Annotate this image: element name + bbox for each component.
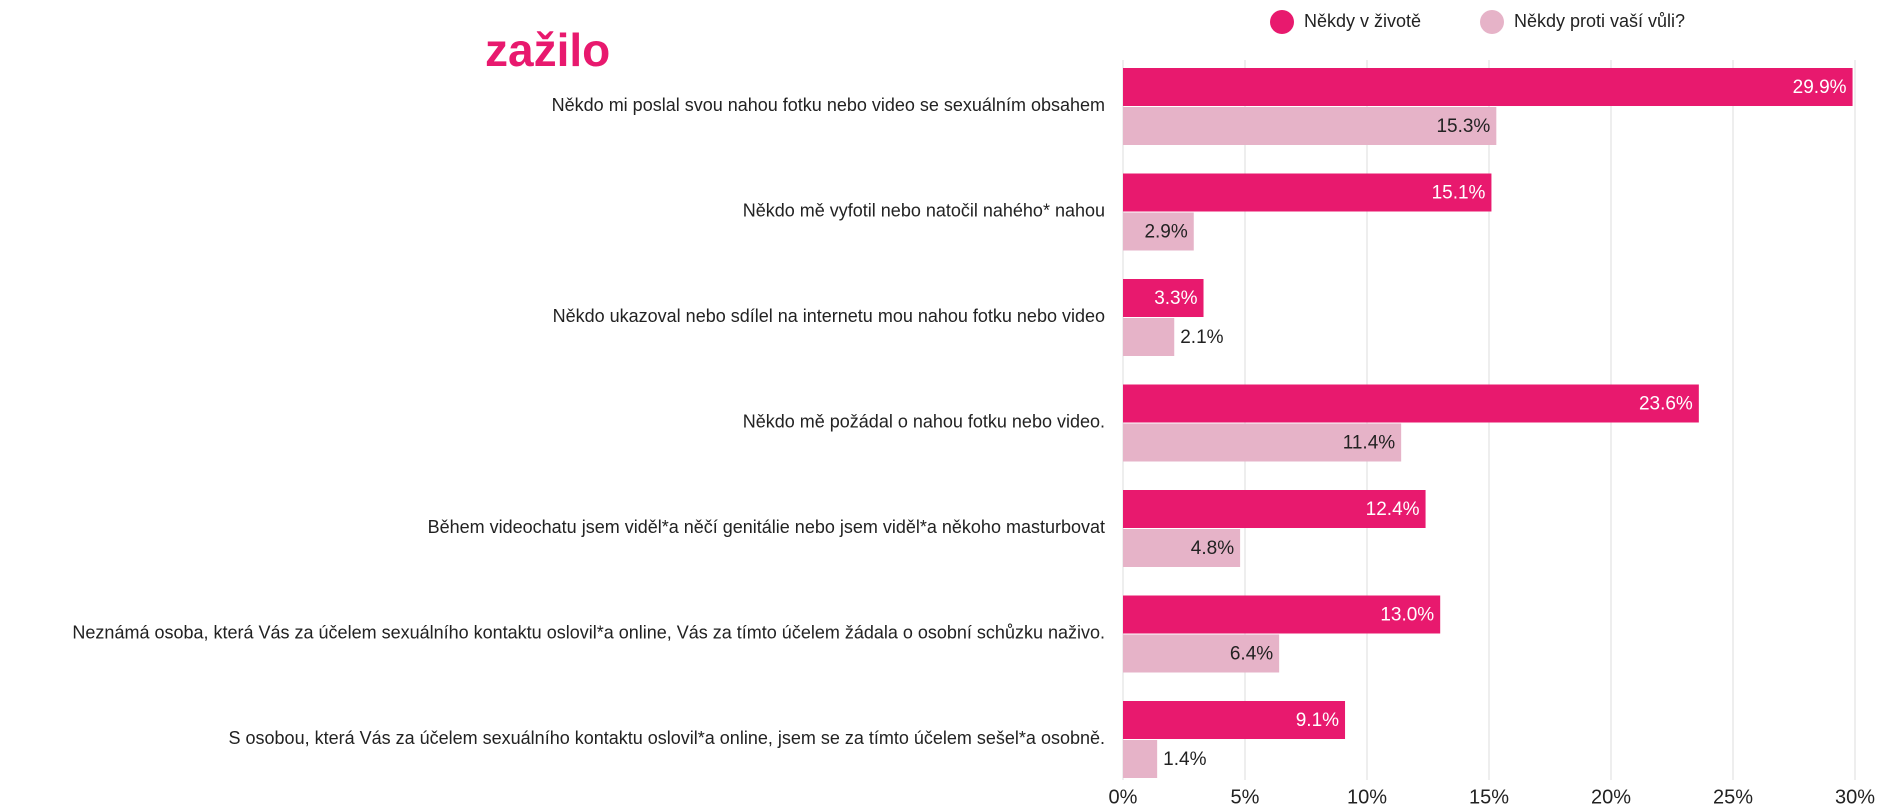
value-label: 12.4%: [1366, 499, 1420, 520]
bar: [1123, 68, 1853, 106]
x-tick-label: 30%: [1835, 786, 1875, 808]
bar: [1123, 173, 1492, 212]
x-tick-label: 20%: [1591, 786, 1631, 808]
value-label: 3.3%: [1154, 288, 1197, 309]
value-label: 1.4%: [1163, 749, 1206, 770]
value-label: 2.1%: [1180, 327, 1223, 348]
value-label: 29.9%: [1793, 77, 1847, 98]
value-label: 4.8%: [1191, 538, 1234, 559]
bar: [1123, 701, 1346, 739]
bar: [1123, 529, 1241, 567]
value-label: 9.1%: [1296, 710, 1339, 731]
category-label: Někdo ukazoval nebo sdílel na internetu …: [553, 306, 1105, 326]
bar: [1123, 107, 1497, 145]
x-tick-label: 10%: [1347, 786, 1387, 808]
bar: [1123, 490, 1426, 528]
bar: [1123, 595, 1441, 634]
category-label: Neznámá osoba, která Vás za účelem sexuá…: [72, 622, 1105, 642]
bar: [1123, 423, 1402, 462]
bar: [1123, 212, 1194, 251]
bar: [1123, 384, 1699, 423]
category-label: Během videochatu jsem viděl*a něčí genit…: [428, 517, 1105, 537]
category-label: Někdo mi poslal svou nahou fotku nebo vi…: [552, 95, 1105, 115]
category-label: Někdo mě vyfotil nebo natočil nahého* na…: [743, 200, 1105, 220]
value-label: 13.0%: [1380, 605, 1434, 626]
chart-title: zažilo: [485, 24, 610, 76]
x-tick-label: 0%: [1109, 786, 1138, 808]
bar: [1123, 634, 1280, 673]
category-label: Někdo mě požádal o nahou fotku nebo vide…: [743, 411, 1105, 431]
legend-marker: [1480, 10, 1504, 34]
x-tick-label: 15%: [1469, 786, 1509, 808]
value-label: 6.4%: [1230, 644, 1273, 665]
x-tick-label: 5%: [1231, 786, 1260, 808]
bar: [1123, 279, 1204, 317]
value-label: 2.9%: [1144, 222, 1187, 243]
value-label: 11.4%: [1343, 433, 1396, 454]
legend-label: Někdy proti vaší vůli?: [1514, 11, 1685, 31]
value-label: 15.3%: [1436, 116, 1490, 137]
legend-label: Někdy v životě: [1304, 11, 1421, 31]
x-tick-label: 25%: [1713, 786, 1753, 808]
value-label: 23.6%: [1639, 394, 1693, 415]
bar: [1123, 318, 1175, 356]
category-label: S osobou, která Vás za účelem sexuálního…: [229, 728, 1105, 748]
legend-marker: [1270, 10, 1294, 34]
bar: [1123, 740, 1158, 778]
value-label: 15.1%: [1432, 183, 1486, 204]
